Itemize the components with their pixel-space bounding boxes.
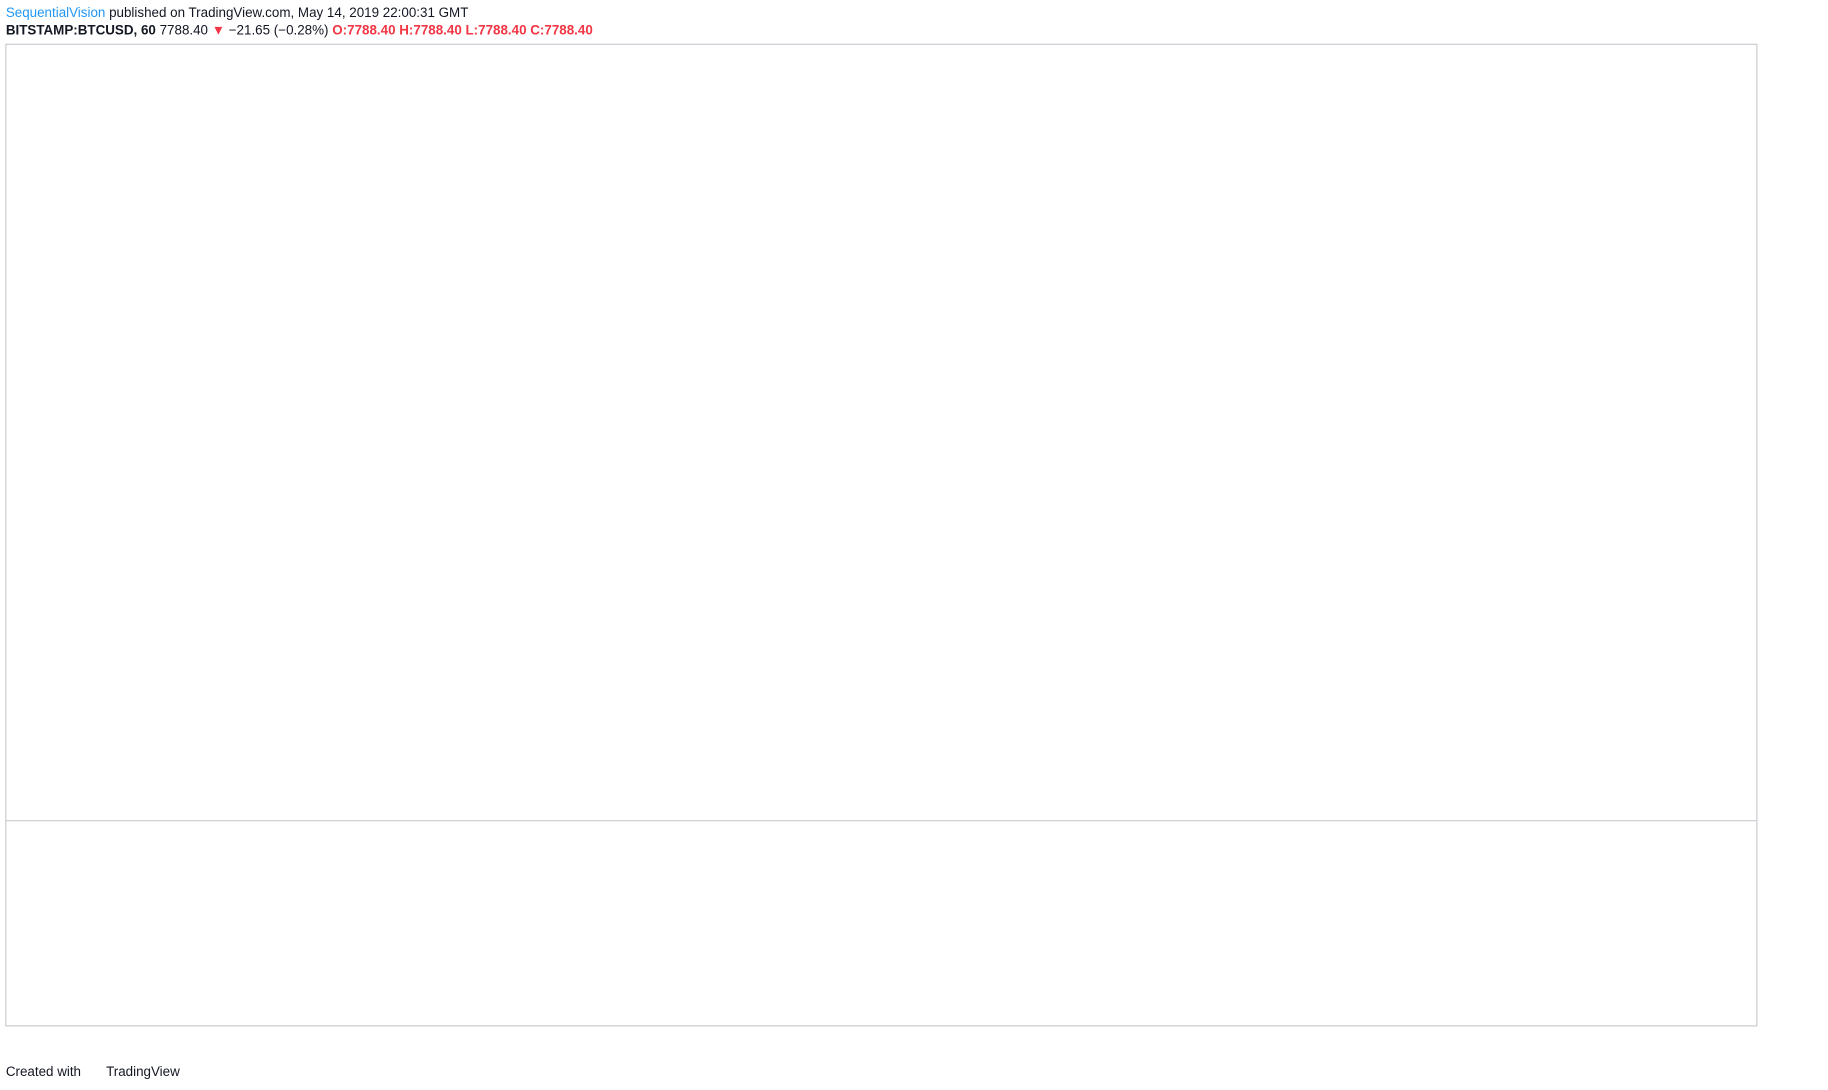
last-price: 7788.40 <box>160 22 208 37</box>
symbol: BITSTAMP:BTCUSD, 60 <box>6 22 156 37</box>
change-arrow: ▼ <box>212 22 225 37</box>
published: published on TradingView.com, May 14, 20… <box>109 4 468 19</box>
publish-line: SequentialVision published on TradingVie… <box>6 4 469 19</box>
author[interactable]: SequentialVision <box>6 4 106 19</box>
ohlc: O:7788.40 H:7788.40 L:7788.40 C:7788.40 <box>332 22 593 37</box>
symbol-line: BITSTAMP:BTCUSD, 60 7788.40 ▼ −21.65 (−0… <box>6 22 593 37</box>
footer-created: Created with <box>6 1064 81 1079</box>
plot-frame <box>5 43 1758 1027</box>
change: −21.65 (−0.28%) <box>229 22 329 37</box>
footer-brand[interactable]: TradingView <box>106 1064 180 1079</box>
